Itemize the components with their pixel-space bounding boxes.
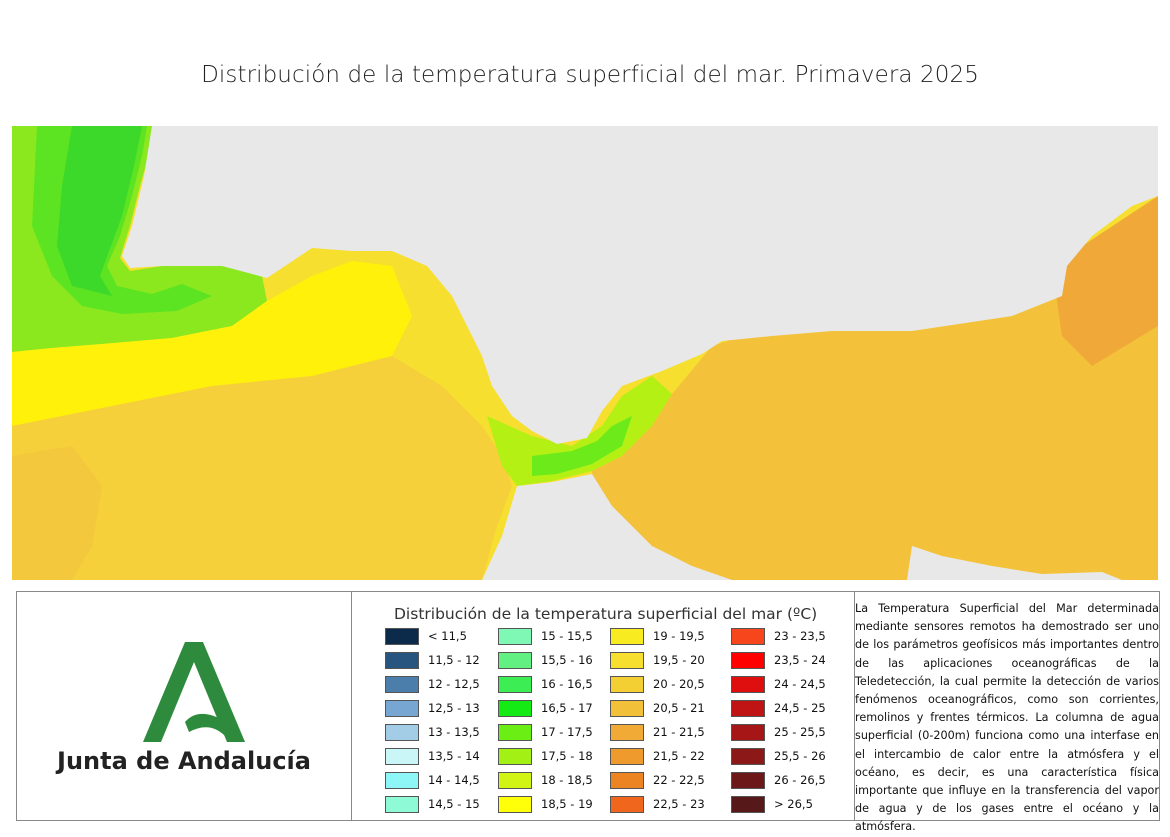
- legend-label: 13 - 13,5: [428, 725, 480, 739]
- legend-label: 19,5 - 20: [653, 653, 705, 667]
- warm-front: [12, 261, 412, 426]
- legend-label: 24,5 - 25: [774, 701, 826, 715]
- legend-swatch: [731, 700, 765, 717]
- legend-swatch: [498, 652, 532, 669]
- legend-swatch: [610, 676, 644, 693]
- legend-swatch: [610, 628, 644, 645]
- legend-label: 20,5 - 21: [653, 701, 705, 715]
- legend-label: 21,5 - 22: [653, 749, 705, 763]
- legend-label: 24 - 24,5: [774, 677, 826, 691]
- legend-swatch: [385, 748, 419, 765]
- legend-label: 25 - 25,5: [774, 725, 826, 739]
- legend-label: 25,5 - 26: [774, 749, 826, 763]
- legend-swatch: [610, 796, 644, 813]
- legend-swatch: [498, 796, 532, 813]
- legend-label: 22,5 - 23: [653, 797, 705, 811]
- legend-swatch: [731, 676, 765, 693]
- legend-swatch: [731, 652, 765, 669]
- legend-label: > 26,5: [774, 797, 813, 811]
- atlantic-southwest: [12, 446, 102, 580]
- legend-label: 12 - 12,5: [428, 677, 480, 691]
- legend-label: 26 - 26,5: [774, 773, 826, 787]
- legend-swatch: [731, 628, 765, 645]
- legend-label: 17 - 17,5: [541, 725, 593, 739]
- legend-swatch: [731, 796, 765, 813]
- organization-name: Junta de Andalucía: [57, 747, 311, 775]
- legend-label: 22 - 22,5: [653, 773, 705, 787]
- legend-swatch: [731, 748, 765, 765]
- legend-swatch: [385, 652, 419, 669]
- legend-swatch: [731, 724, 765, 741]
- logo-panel: Junta de Andalucía: [17, 592, 352, 820]
- legend-swatch: [385, 628, 419, 645]
- land-iberia: [122, 126, 1158, 444]
- legend-label: 18 - 18,5: [541, 773, 593, 787]
- sst-map: [12, 126, 1158, 580]
- strait-core: [532, 416, 632, 476]
- legend-swatch: [610, 772, 644, 789]
- legend-panel: Distribución de la temperatura superfici…: [352, 592, 855, 820]
- legend-label: 16 - 16,5: [541, 677, 593, 691]
- legend-swatch: [498, 772, 532, 789]
- legend-swatch: [498, 748, 532, 765]
- description-text: La Temperatura Superficial del Mar deter…: [855, 602, 1159, 834]
- description-panel: La Temperatura Superficial del Mar deter…: [855, 600, 1159, 833]
- land-africa: [482, 474, 732, 580]
- legend-swatch: [498, 724, 532, 741]
- legend-label: 12,5 - 13: [428, 701, 480, 715]
- legend-swatch: [610, 724, 644, 741]
- legend-swatch: [385, 700, 419, 717]
- legend-swatch: [385, 724, 419, 741]
- legend-label: 17,5 - 18: [541, 749, 593, 763]
- legend-label: 15,5 - 16: [541, 653, 593, 667]
- legend-label: 23,5 - 24: [774, 653, 826, 667]
- legend-label: 14 - 14,5: [428, 773, 480, 787]
- legend-swatch: [385, 772, 419, 789]
- legend-title: Distribución de la temperatura superfici…: [394, 605, 818, 623]
- mediterranean: [592, 236, 1158, 580]
- junta-logo-icon: [143, 642, 245, 742]
- legend-swatch: [498, 676, 532, 693]
- legend-label: 18,5 - 19: [541, 797, 593, 811]
- legend-label: 13,5 - 14: [428, 749, 480, 763]
- land-africa-east: [907, 546, 1122, 580]
- legend-label: 15 - 15,5: [541, 629, 593, 643]
- legend-label: < 11,5: [428, 629, 467, 643]
- legend-swatch: [385, 796, 419, 813]
- legend-label: 11,5 - 12: [428, 653, 480, 667]
- atlantic-south: [12, 356, 512, 580]
- info-panel: Junta de Andalucía Distribución de la te…: [16, 591, 1160, 833]
- legend-label: 20 - 20,5: [653, 677, 705, 691]
- map-title: Distribución de la temperatura superfici…: [201, 62, 979, 88]
- legend-label: 14,5 - 15: [428, 797, 480, 811]
- legend-swatch: [610, 700, 644, 717]
- legend-swatch: [498, 700, 532, 717]
- legend-label: 23 - 23,5: [774, 629, 826, 643]
- legend-swatch: [498, 628, 532, 645]
- legend-label: 21 - 21,5: [653, 725, 705, 739]
- legend-label: 16,5 - 17: [541, 701, 593, 715]
- legend-swatch: [610, 652, 644, 669]
- legend-label: 19 - 19,5: [653, 629, 705, 643]
- legend-swatch: [385, 676, 419, 693]
- legend-swatch: [731, 772, 765, 789]
- cold-water-inner: [57, 126, 142, 296]
- mediterranean-east: [1052, 196, 1158, 366]
- legend-swatch: [610, 748, 644, 765]
